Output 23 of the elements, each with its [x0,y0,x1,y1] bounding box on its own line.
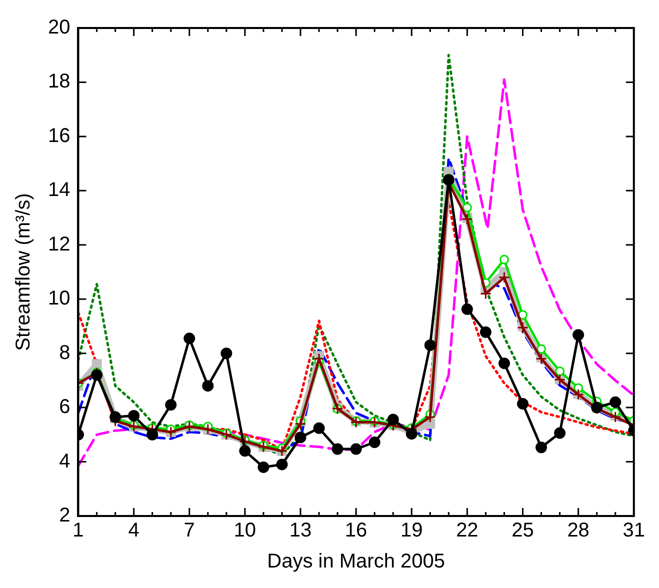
x-tick-label: 22 [456,520,478,542]
y-tick-label: 4 [59,450,70,472]
y-axis-title: Streamflow (m³/s) [12,193,35,351]
y-tick-label: 14 [48,179,70,202]
y-tick-label: 20 [48,16,70,39]
y-tick-label: 6 [59,396,70,418]
y-tick-label: 8 [59,342,70,364]
x-tick-label: 7 [184,520,195,542]
x-tick-label: 1 [72,520,84,542]
x-axis-title: Days in March 2005 [267,550,445,573]
y-tick-label: 18 [48,70,70,93]
y-tick-label: 16 [48,124,70,147]
x-tick-label: 16 [344,520,368,542]
y-tick-label: 12 [48,233,70,256]
y-tick-label: 10 [48,288,70,310]
x-tick-label: 28 [567,520,590,542]
x-tick-label: 4 [128,520,140,542]
y-tick-label: 2 [59,504,70,527]
x-tick-label: 31 [622,520,645,542]
x-tick-label: 19 [400,520,423,542]
x-tick-label: 25 [512,520,534,542]
x-tick-label: 13 [289,520,312,542]
x-tick-label: 10 [234,520,256,542]
